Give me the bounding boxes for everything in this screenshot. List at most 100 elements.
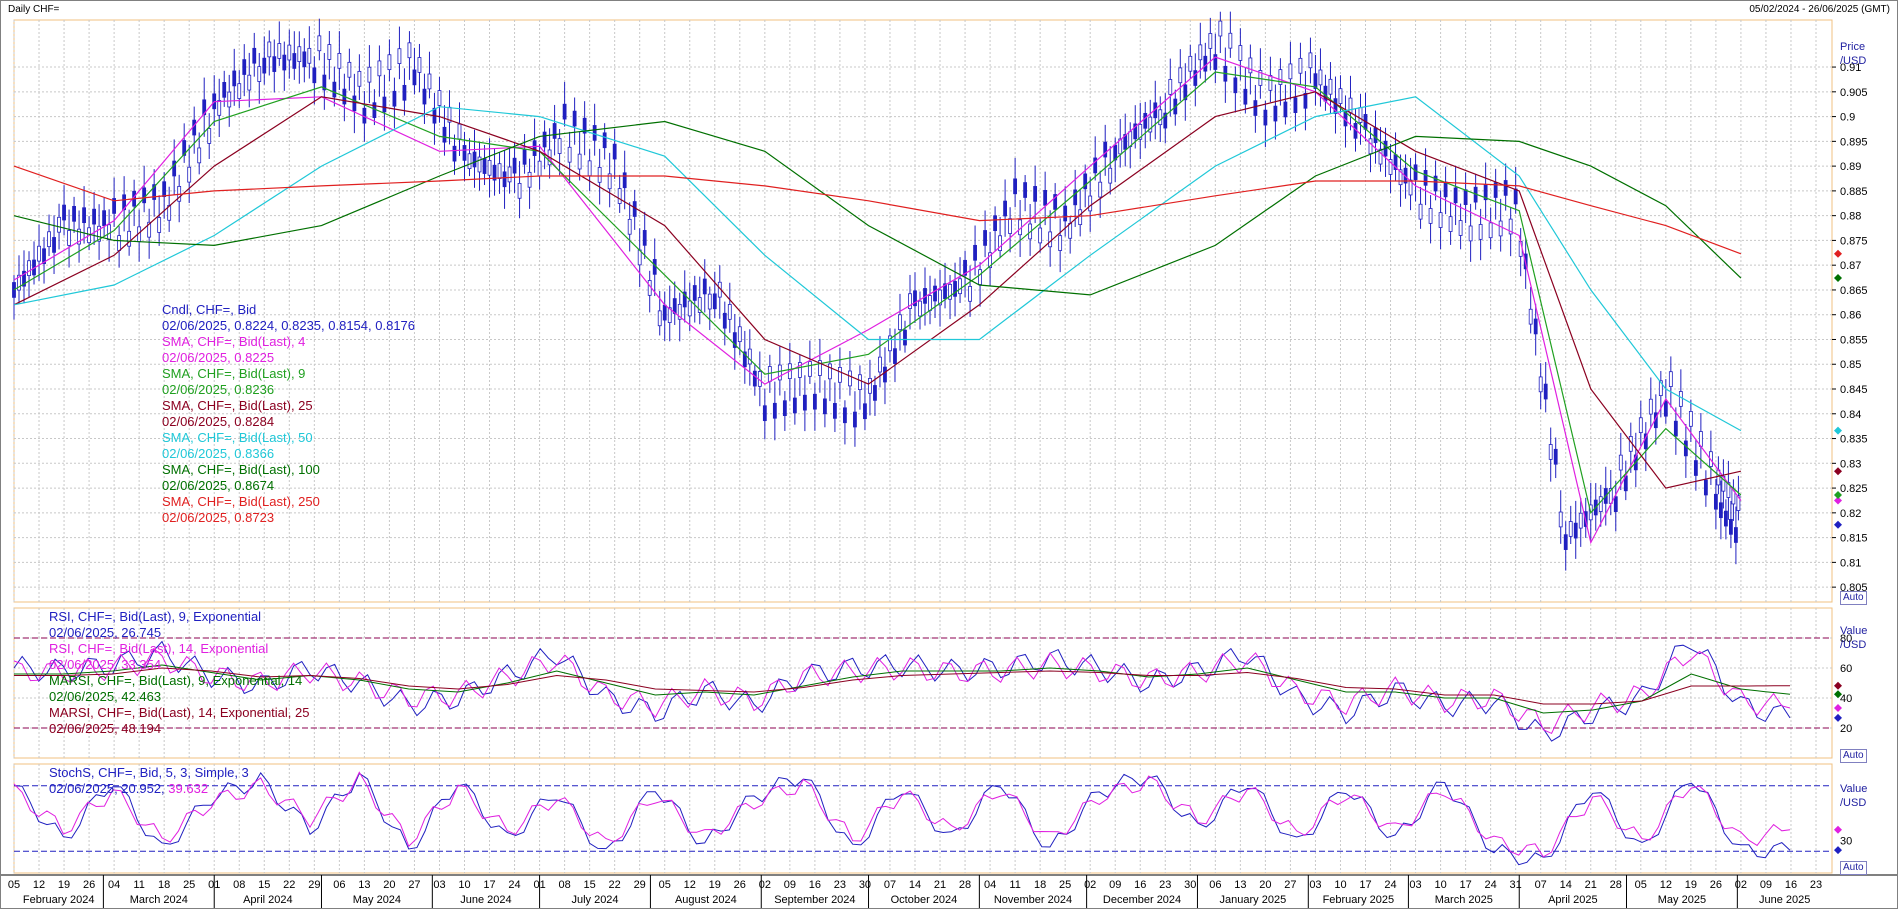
candle-body-24-0 [1213,54,1218,70]
candle-body-11-0 [562,103,567,120]
candle-body-19-2 [973,244,977,261]
legend-price-item-8: SMA, CHF=, Bid(Last), 50 [162,430,313,445]
rsi-end-marker-1 [1834,703,1842,712]
day-tick-61: 07 [1535,879,1547,891]
candle-body-16-6 [843,407,847,424]
candle-body-5-9 [307,47,312,64]
candle-body-26-1 [1318,69,1323,86]
day-tick-14: 13 [358,879,370,891]
candle-body-26-7 [1348,97,1353,114]
candle-body-13-9 [707,293,712,310]
candle-body-29-5 [1488,222,1493,239]
legend-stoch-item-2: 39.632 [168,781,209,796]
rsi-tick-3: 20 [1840,723,1852,735]
day-tick-26: 05 [659,879,671,891]
rsi-line-0 [13,640,1791,742]
candle-body-1-2 [72,205,76,222]
candle-body-3-4 [182,140,187,156]
stoch-panel-frame [13,763,1833,874]
day-tick-42: 25 [1059,879,1071,891]
candle-body-30-3 [1528,308,1533,325]
legend-stoch: StochS, CHF=, Bid, 5, 3, Simple, 3 02/06/… [49,765,249,797]
price-tick-0: 0.91 [1840,62,1861,74]
candle-body-15-7 [797,362,802,378]
candle-body-11-6 [592,125,597,141]
day-tick-0: 05 [8,879,20,891]
candle-body-22-2 [1123,134,1128,150]
candle-body-11-3 [577,153,582,170]
price-tick-5: 0.885 [1840,186,1868,198]
candle-body-7-8 [402,84,407,101]
month-label-3: May 2024 [353,894,401,906]
candle-body-15-3 [777,364,782,381]
candle-body-6-3 [327,44,332,60]
candle-body-18-9 [958,278,962,295]
stoch-auto-button[interactable]: Auto [1840,861,1867,875]
candle-body-31-1 [1568,521,1573,537]
candle-body-6-4 [332,81,337,98]
price-tick-7: 0.875 [1840,235,1868,247]
month-label-6: August 2024 [675,894,737,906]
candle-body-34-0 [1713,493,1718,510]
candle-body-6-2 [322,74,327,91]
month-label-2: April 2024 [243,894,293,906]
candle-body-7-3 [377,60,382,77]
candle-body-18-3 [928,295,932,311]
candle-body-20-9 [1058,235,1063,251]
rsi-auto-button[interactable]: Auto [1840,749,1867,763]
candle-body-10-3 [527,171,532,188]
candle-body-15-8 [802,394,807,411]
candle-body-15-4 [782,400,787,417]
candle-body-32-5 [1638,417,1643,434]
stoch-line-0 [13,772,1791,866]
candle-body-32-9 [1658,380,1663,397]
price-tick-19: 0.815 [1840,533,1868,545]
candle-body-31-3 [1578,512,1583,529]
candle-body-5-1 [267,41,272,58]
candle-body-10-8 [552,123,557,139]
candle-body-25-3 [1278,69,1283,85]
day-tick-19: 17 [483,879,495,891]
day-tick-53: 10 [1334,879,1346,891]
candle-body-1-0 [62,204,66,221]
candle-body-3-5 [187,166,192,183]
candle-body-22-9 [1158,109,1163,126]
candle-body-19-6 [993,215,997,232]
candle-body-6-9 [357,70,362,87]
candle-body-12-1 [617,188,622,204]
candle-body-17-4 [883,366,887,383]
candle-body-0-0 [12,282,16,298]
candle-body-28-7 [1448,216,1453,232]
day-tick-38: 28 [959,879,971,891]
candle-body-18-0 [913,290,917,307]
day-tick-39: 04 [984,879,996,891]
candle-body-30-0 [1513,188,1518,205]
candle-body-30-5 [1538,376,1543,393]
candle-body-24-8 [1253,100,1258,116]
candle-body-6-8 [352,95,357,112]
candle-body-27-2 [1373,127,1378,144]
price-tick-3: 0.895 [1840,136,1868,148]
candle-body-22-1 [1118,138,1123,155]
candle-body-0-6 [42,248,46,265]
candle-body-7-7 [397,48,402,64]
candle-body-19-5 [988,252,992,269]
candle-body-1-4 [82,207,86,224]
candle-body-24-7 [1248,57,1253,74]
candle-body-16-9 [858,374,862,391]
candle-body-32-1 [1618,454,1623,471]
candle-body-13-5 [687,300,692,317]
candle-body-12-9 [657,310,662,327]
legend-price-item-4: SMA, CHF=, Bid(Last), 9 [162,366,306,381]
price-end-marker-0 [1834,520,1842,529]
price-auto-button[interactable]: Auto [1840,591,1867,605]
day-tick-32: 16 [809,879,821,891]
day-tick-49: 13 [1234,879,1246,891]
candle-body-8-9 [457,123,462,140]
candle-body-22-6 [1143,112,1148,129]
day-tick-37: 21 [934,879,946,891]
day-tick-47: 30 [1184,879,1196,891]
candle-body-10-5 [537,160,542,177]
candle-body-29-7 [1498,220,1503,237]
day-tick-30: 02 [759,879,771,891]
